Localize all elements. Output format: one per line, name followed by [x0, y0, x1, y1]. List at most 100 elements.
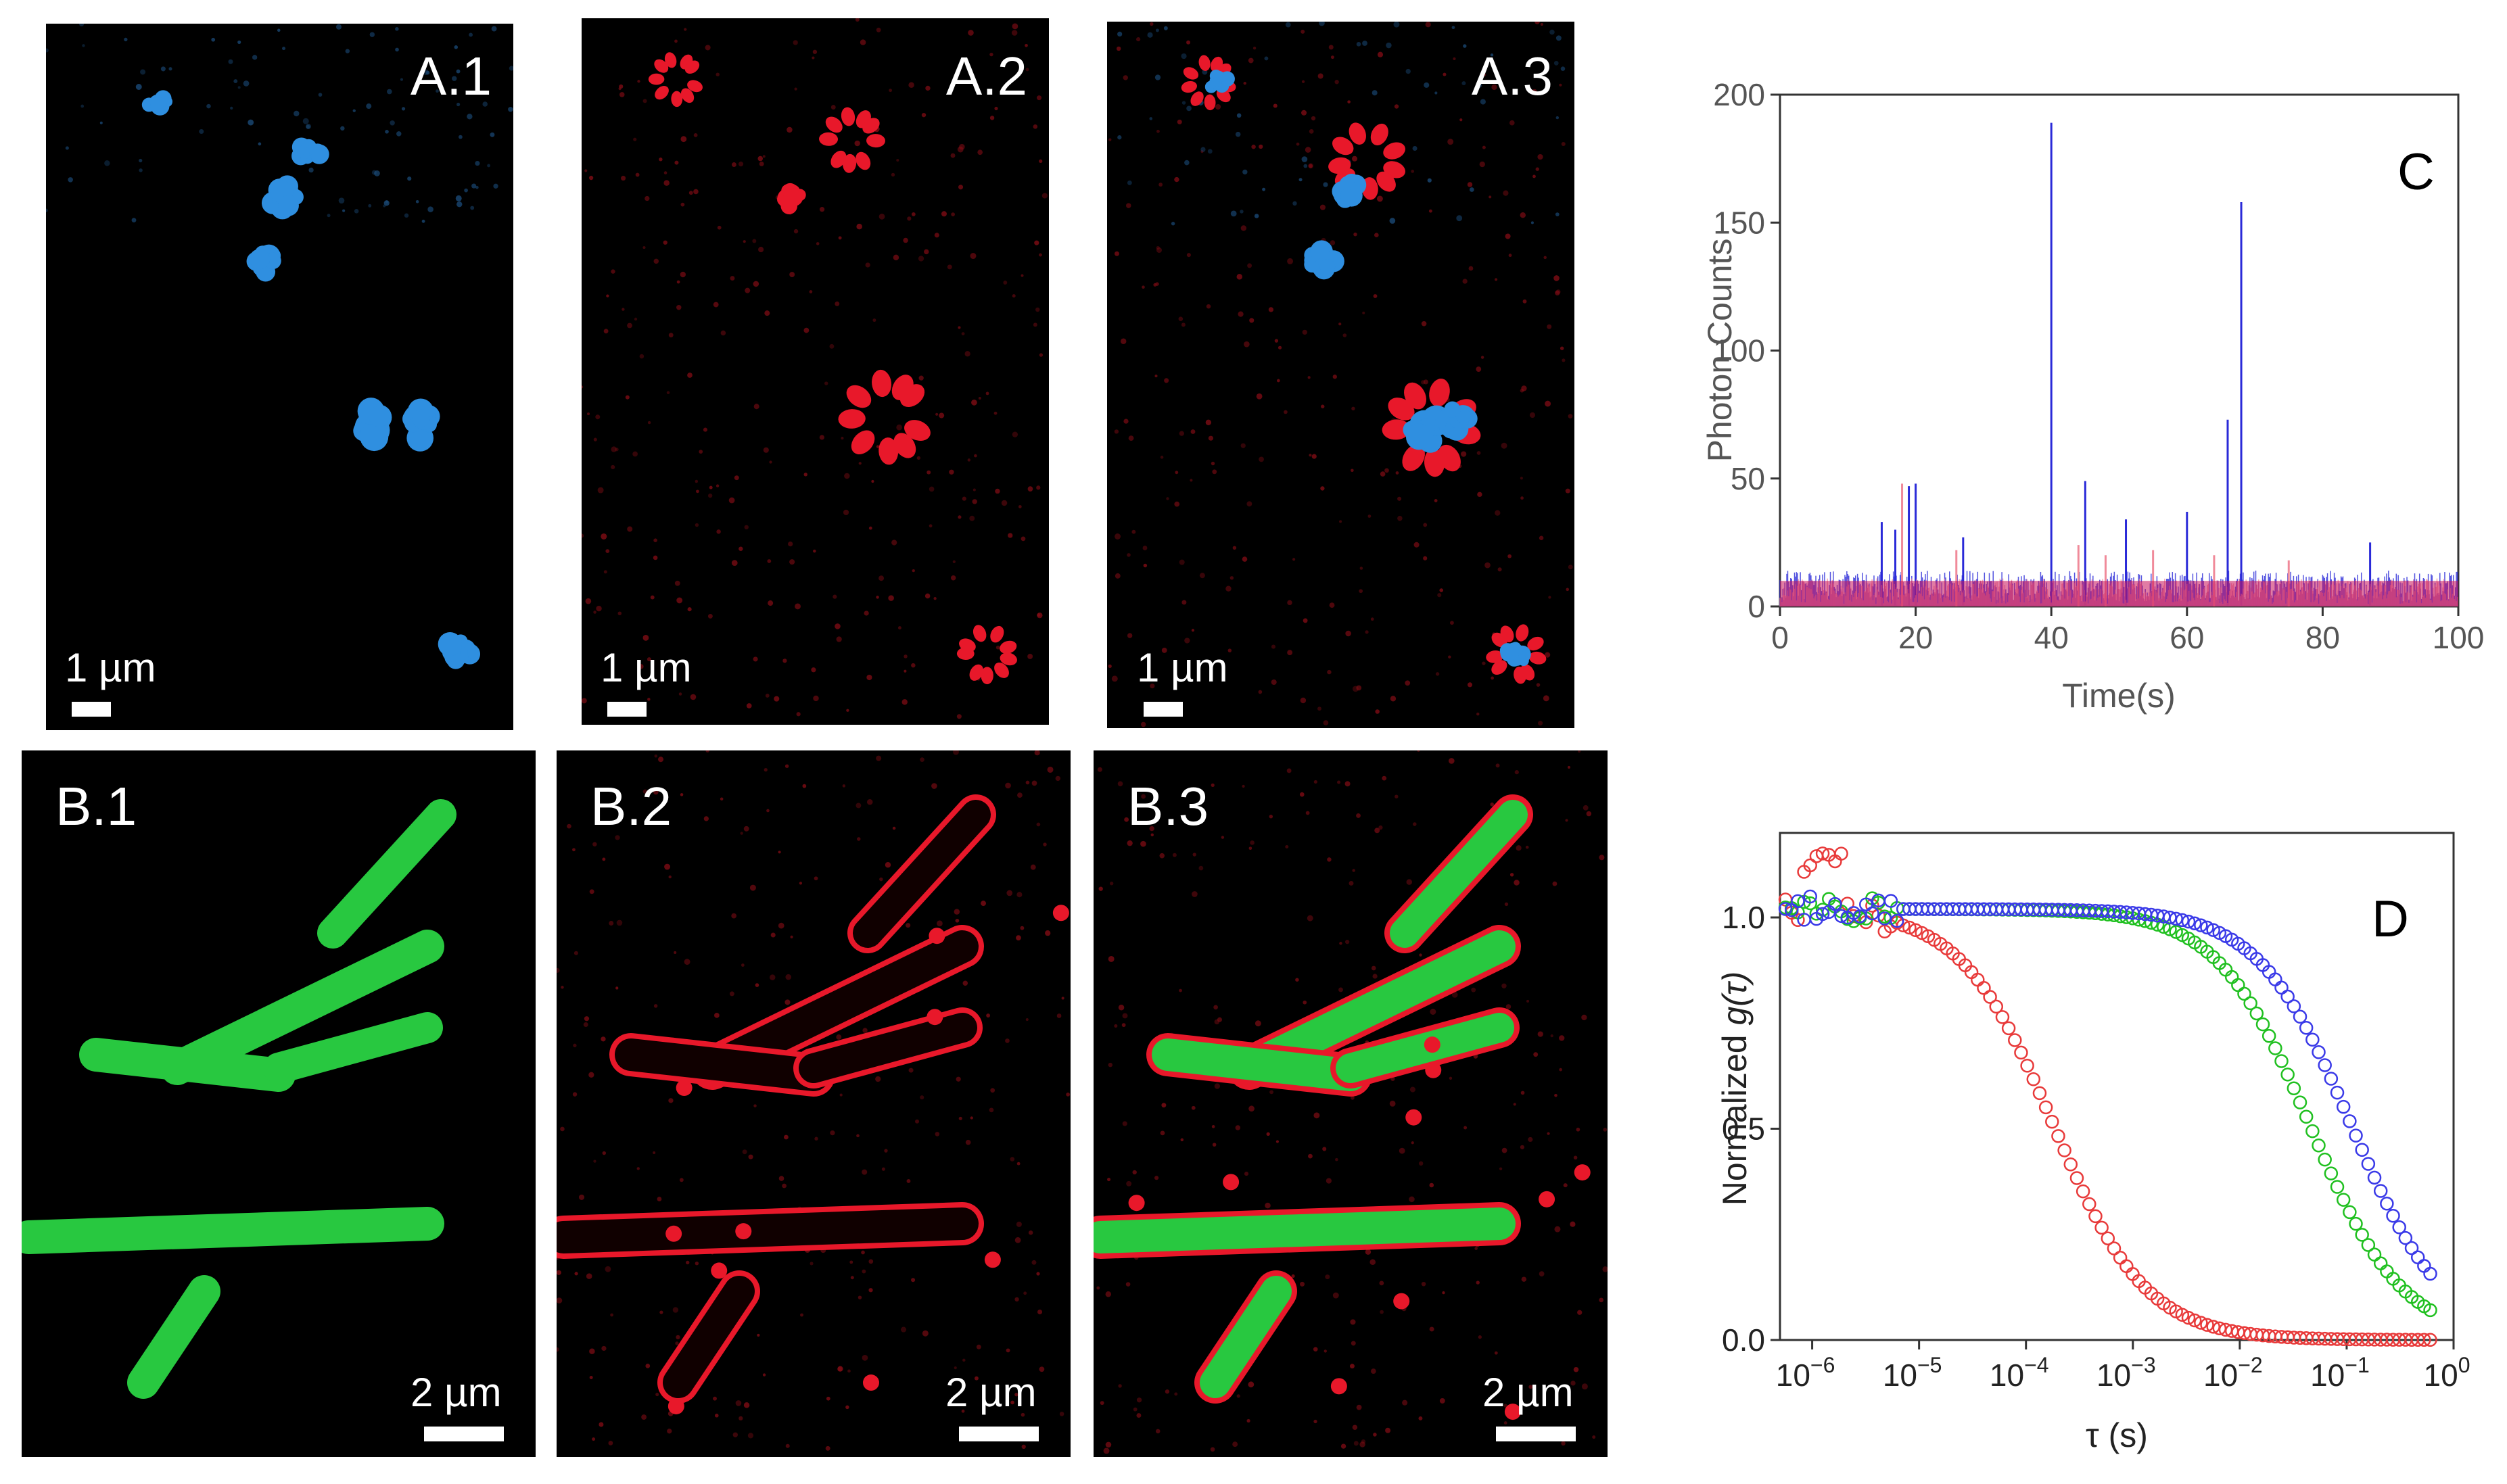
background-speckle [667, 1429, 672, 1434]
background-speckle [1191, 629, 1195, 632]
background-speckle [674, 580, 680, 586]
background-speckle [769, 460, 772, 464]
background-speckle [958, 185, 964, 190]
background-speckle [803, 327, 810, 333]
background-speckle [735, 1400, 742, 1406]
background-speckle [1301, 29, 1305, 34]
background-speckle [1479, 161, 1485, 168]
background-speckle [1394, 104, 1399, 109]
background-speckle [788, 541, 793, 547]
background-speckle [1186, 40, 1190, 45]
background-speckle [1562, 358, 1566, 362]
background-speckle [1462, 279, 1468, 284]
background-speckle [675, 1341, 679, 1345]
background-speckle [778, 1176, 784, 1181]
background-speckle [621, 175, 626, 181]
blue-cluster [438, 631, 481, 669]
background-speckle [65, 146, 69, 150]
background-speckle [951, 212, 955, 216]
background-speckle [1323, 182, 1328, 187]
background-speckle [1504, 902, 1509, 907]
background-speckle [653, 789, 659, 795]
background-speckle [687, 607, 692, 612]
background-speckle [1305, 811, 1310, 815]
x-tick-label: 0 [1771, 620, 1789, 655]
background-speckle [824, 381, 828, 385]
background-speckle [1246, 1418, 1250, 1423]
background-speckle [306, 124, 310, 129]
background-speckle [1156, 247, 1163, 254]
background-speckle [345, 49, 350, 53]
background-speckle [668, 875, 672, 879]
background-speckle [1323, 1349, 1327, 1353]
data-point [2187, 916, 2202, 930]
background-speckle [1319, 204, 1326, 210]
background-speckle [816, 242, 820, 245]
background-speckle [1005, 782, 1011, 789]
background-speckle [974, 454, 977, 458]
background-speckle [861, 1250, 865, 1255]
background-speckle [743, 1402, 750, 1408]
data-point [2094, 1220, 2109, 1235]
background-speckle [596, 605, 602, 612]
background-speckle [1468, 266, 1474, 271]
background-speckle [915, 1119, 920, 1124]
background-speckle [368, 204, 372, 208]
x-tick-label: 10−4 [1990, 1353, 2049, 1393]
background-speckle [843, 509, 849, 516]
background-speckle [1405, 68, 1411, 74]
data-point [2373, 1184, 2388, 1198]
background-speckle [1036, 1272, 1040, 1276]
background-speckle [1012, 431, 1018, 437]
background-speckle [672, 1307, 679, 1313]
background-speckle [1155, 1429, 1161, 1434]
y-tick-label: 200 [1713, 77, 1765, 112]
background-speckle [949, 469, 954, 475]
background-speckle [1537, 1031, 1543, 1037]
background-speckle [1186, 253, 1191, 258]
background-speckle [1171, 222, 1175, 226]
background-speckle [1505, 233, 1511, 239]
background-speckle [371, 170, 377, 175]
background-speckle [1273, 103, 1278, 108]
background-speckle [383, 200, 390, 206]
background-speckle [957, 146, 964, 153]
background-speckle [763, 447, 769, 453]
background-speckle [1006, 1348, 1010, 1353]
background-speckle [1235, 1125, 1241, 1130]
blue-cluster [353, 398, 392, 452]
background-speckle [911, 1278, 916, 1283]
background-speckle [753, 656, 758, 662]
background-speckle [1287, 650, 1293, 656]
y-tick-label: 1.0 [1722, 900, 1765, 935]
background-speckle [595, 414, 601, 420]
background-speckle [770, 932, 776, 938]
background-speckle [935, 412, 939, 416]
background-speckle [1121, 1023, 1126, 1028]
background-speckle [679, 1178, 684, 1182]
background-speckle [80, 104, 85, 108]
background-speckle [233, 79, 238, 83]
background-speckle [1165, 1389, 1170, 1394]
background-speckle [964, 351, 970, 357]
background-speckle [1238, 311, 1244, 317]
background-speckle [1301, 156, 1308, 162]
background-speckle [1497, 567, 1502, 572]
background-speckle [993, 411, 998, 415]
background-speckle [1474, 1247, 1478, 1250]
background-speckle [757, 155, 764, 162]
background-speckle [1362, 311, 1365, 314]
background-speckle [1482, 661, 1486, 665]
background-speckle [686, 1260, 690, 1265]
background-speckle [1319, 22, 1325, 26]
background-speckle [1530, 221, 1534, 224]
background-speckle [1559, 83, 1562, 87]
red-cluster [956, 625, 1017, 685]
background-speckle [1352, 869, 1355, 872]
background-speckle [1463, 44, 1467, 48]
background-speckle [1117, 31, 1123, 37]
background-speckle [1448, 758, 1455, 764]
background-speckle [1460, 451, 1467, 457]
data-point [1834, 846, 1848, 861]
